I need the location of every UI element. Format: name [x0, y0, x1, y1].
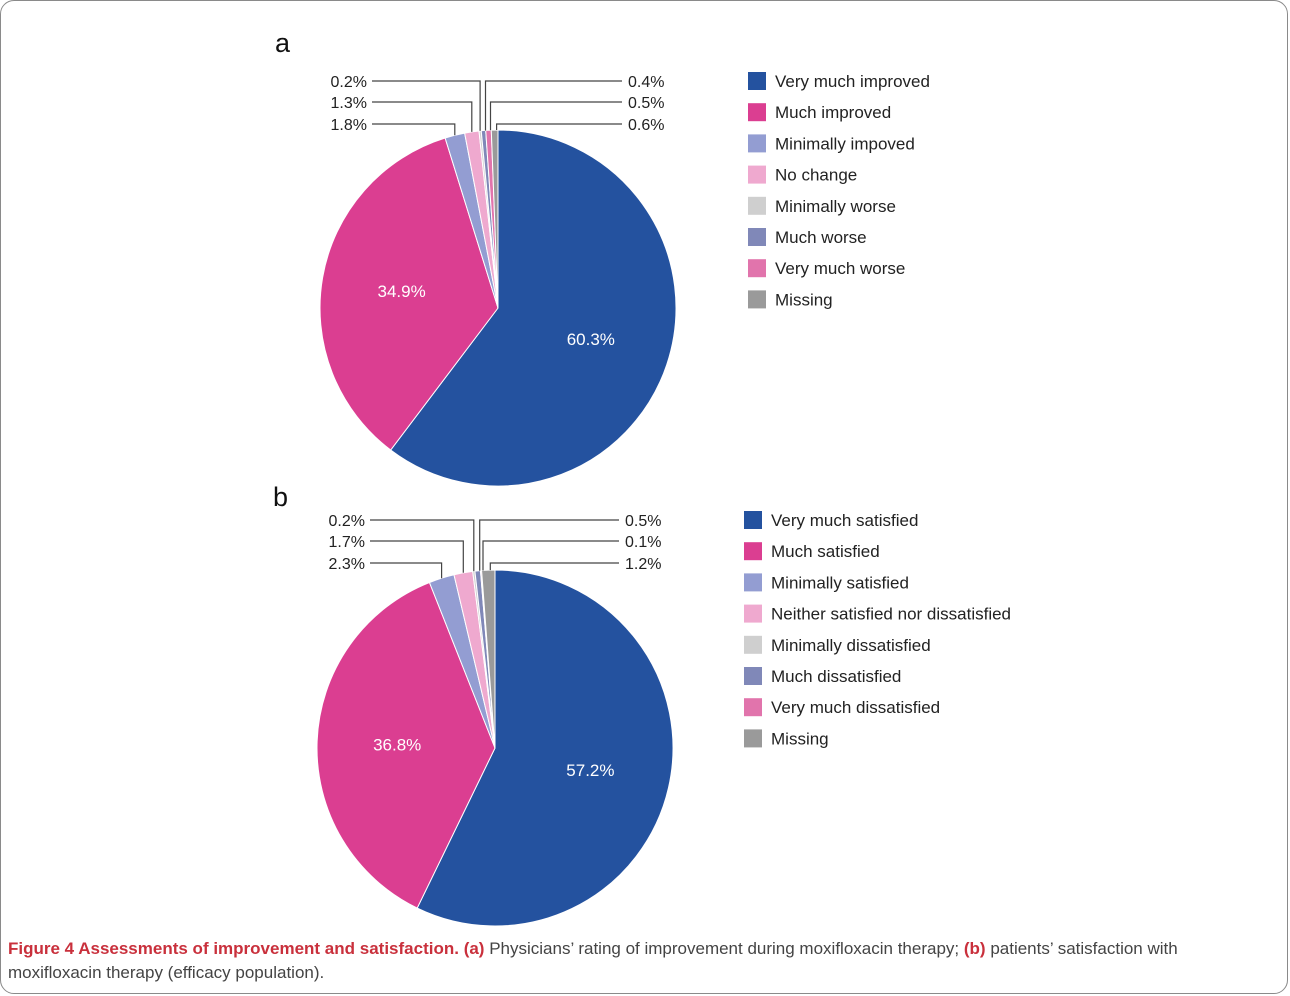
legend-label-much-worse: Much worse — [775, 228, 867, 247]
legend-swatch — [748, 290, 766, 309]
pie-slice-much-satisfied — [316, 581, 496, 909]
legend-label-no-change: No change — [775, 166, 857, 185]
callout-line — [484, 80, 622, 131]
callout-line — [370, 562, 443, 579]
callout-label: 0.5% — [628, 95, 664, 112]
legend-swatch — [748, 259, 766, 278]
callout-line — [370, 519, 475, 572]
legend-label-minimally-satisfied: Minimally satisfied — [771, 573, 909, 592]
legend-swatch — [744, 667, 762, 685]
callout-line — [372, 123, 456, 136]
slice-value-label: 34.9% — [377, 282, 425, 301]
legend-label-very-much-worse: Very much worse — [775, 259, 905, 278]
legend-label-much-improved: Much improved — [775, 103, 891, 122]
callout-line — [370, 540, 464, 573]
legend-label-very-much-satisfied: Very much satisfied — [771, 511, 918, 530]
caption-part-a-text: Physicians’ rating of improvement during… — [489, 939, 960, 958]
legend-label-much-satisfied: Much satisfied — [771, 542, 880, 561]
pie-slice-much-improved — [319, 137, 499, 451]
legend-swatch — [748, 103, 766, 122]
legend-label-missing: Missing — [771, 729, 829, 748]
legend-label-minimally-impoved: Minimally impoved — [775, 134, 915, 153]
pie-chart-a: a 60.3% 34.9% 0.2% 1.3% 1.8% 0.4% 0.5% 0.6% Very … — [275, 28, 930, 487]
pie-chart-b: b 57.2% 36.8% 0.2% 1.7% 2.3% 0.5% 0.1% 1.2% Very … — [273, 482, 1011, 927]
legend-b: Very much satisfied Much satisfied Minimal… — [744, 511, 1011, 748]
legend-swatch — [748, 196, 766, 215]
callout-line — [489, 562, 619, 571]
callout-label: 1.3% — [331, 95, 367, 112]
panel-letter-b: b — [273, 482, 288, 512]
figure-caption: Figure 4 Assessments of improvement and … — [8, 937, 1268, 985]
legend-label-much-dissatisfied: Much dissatisfied — [771, 667, 901, 686]
legend-swatch — [744, 604, 762, 623]
callout-line — [482, 540, 619, 571]
callout-label: 0.1% — [625, 534, 661, 551]
legend-swatch — [744, 511, 762, 529]
legend-swatch — [748, 134, 766, 153]
slice-value-label: 60.3% — [567, 330, 615, 349]
caption-title: Figure 4 Assessments of improvement and … — [8, 939, 459, 958]
legend-label-minimally-dissatisfied: Minimally dissatisfied — [771, 636, 931, 655]
legend-a: Very much improved Much improved Minimally… — [748, 72, 930, 309]
callout-line — [496, 123, 622, 130]
pie-slice-very-much-improved — [389, 129, 677, 487]
callout-label: 0.5% — [625, 513, 661, 530]
legend-swatch — [748, 165, 766, 184]
legend-label-very-much-improved: Very much improved — [775, 72, 930, 91]
legend-swatch — [744, 542, 762, 561]
caption-part-a-marker: (a) — [463, 939, 485, 958]
legend-label-very-much-dissatisfied: Very much dissatisfied — [771, 698, 940, 717]
callout-label: 1.8% — [331, 117, 367, 134]
pie-slice-missing — [490, 129, 499, 309]
legend-swatch — [744, 729, 762, 748]
legend-label-neither-satisfied-nor-dissatisfied: Neither satisfied nor dissatisfied — [771, 605, 1011, 624]
caption-part-b-text: patients’ satisfaction with moxifloxacin… — [8, 939, 1178, 982]
callout-line — [372, 80, 481, 131]
callout-label: 0.2% — [331, 74, 367, 91]
callout-line — [372, 101, 473, 132]
legend-label-missing: Missing — [775, 290, 833, 309]
pie-slice-very-much-satisfied — [416, 569, 674, 927]
slice-value-label: 36.8% — [373, 735, 421, 754]
legend-label-minimally-worse: Minimally worse — [775, 197, 896, 216]
slice-value-label: 57.2% — [566, 761, 614, 780]
legend-swatch — [748, 228, 766, 246]
callout-line — [479, 519, 619, 571]
legend-swatch — [744, 573, 762, 592]
pie-slice-missing — [481, 569, 496, 749]
panel-letter-a: a — [275, 28, 291, 58]
legend-swatch — [744, 635, 762, 654]
callout-label: 0.2% — [329, 513, 365, 530]
callout-label: 0.6% — [628, 117, 664, 134]
callout-label: 2.3% — [329, 556, 365, 573]
callout-label: 1.7% — [329, 534, 365, 551]
figure-charts: a 60.3% 34.9% 0.2% 1.3% 1.8% 0.4% 0.5% 0.6% Very … — [273, 28, 1011, 927]
callout-label: 0.4% — [628, 74, 664, 91]
callout-label: 1.2% — [625, 556, 661, 573]
legend-swatch — [748, 72, 766, 90]
legend-swatch — [744, 698, 762, 717]
callout-line — [489, 101, 622, 131]
caption-part-b-marker: (b) — [963, 939, 986, 958]
